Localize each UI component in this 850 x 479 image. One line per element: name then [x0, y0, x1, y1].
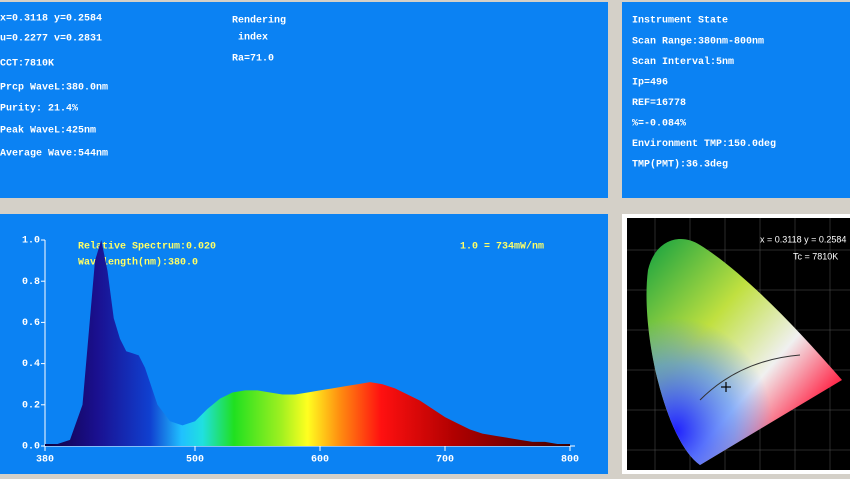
- spectrum-area: [45, 240, 570, 446]
- rendering-line: Ra=71.0: [232, 54, 274, 65]
- cie-coordinates: x = 0.3118 y = 0.2584: [760, 234, 846, 244]
- info-line: u=0.2277 v=0.2831: [0, 34, 102, 45]
- y-tick-label: 0.0: [22, 442, 40, 453]
- planckian-locus: [699, 354, 801, 401]
- y-tick-label: 0.4: [22, 359, 40, 370]
- y-tick-label: 1.0: [22, 236, 40, 247]
- y-tick-label: 0.8: [22, 277, 40, 288]
- rendering-line: Rendering: [232, 15, 286, 27]
- instrument-title: Instrument State: [632, 16, 728, 27]
- instrument-panel: [622, 2, 850, 198]
- instrument-line: Scan Interval:5nm: [632, 56, 734, 68]
- instrument-line: TMP(PMT):36.3deg: [632, 159, 728, 171]
- info-line: Purity: 21.4%: [0, 103, 78, 115]
- info-line: Average Wave:544nm: [0, 149, 108, 160]
- y-tick-label: 0.2: [22, 400, 40, 411]
- info-panel: [0, 2, 608, 198]
- info-line: Peak WaveL:425nm: [0, 125, 96, 137]
- x-tick-label: 600: [311, 455, 329, 466]
- instrument-line: Environment TMP:150.0deg: [632, 138, 776, 150]
- x-tick-label: 380: [36, 455, 54, 466]
- y-tick-label: 0.6: [22, 318, 40, 329]
- annotation: Wavelength(nm):380.0: [78, 257, 198, 269]
- info-line: x=0.3118 y=0.2584: [0, 14, 102, 25]
- instrument-line: %=-0.084%: [632, 119, 686, 130]
- cie-tc: Tc = 7810K: [793, 251, 838, 261]
- info-line: CCT:7810K: [0, 59, 54, 70]
- x-tick-label: 800: [561, 455, 579, 466]
- cie-blue-region: [646, 238, 842, 465]
- rendering-line: index: [238, 32, 268, 44]
- cie-point: [721, 382, 731, 392]
- x-tick-label: 700: [436, 455, 454, 466]
- instrument-line: Ip=496: [632, 78, 668, 89]
- instrument-line: Scan Range:380nm-800nm: [632, 37, 764, 48]
- x-tick-label: 500: [186, 455, 204, 466]
- annotation: Relative Spectrum:0.020: [78, 241, 216, 253]
- info-line: Prcp WaveL:380.0nm: [0, 83, 108, 94]
- annotation: 1.0 = 734mW/nm: [460, 241, 544, 253]
- instrument-line: REF=16778: [632, 98, 686, 109]
